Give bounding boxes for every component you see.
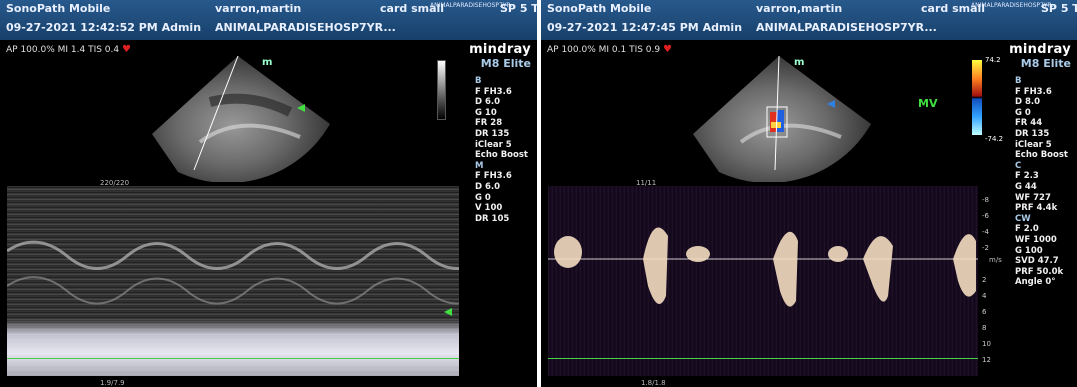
- velocity-scale-tick: -4: [982, 228, 989, 236]
- m-mode-frame-label: 220/220: [100, 179, 130, 187]
- parameter-line: F 2.3: [1015, 171, 1039, 182]
- parameter-line: SVD 47.7: [1015, 256, 1059, 267]
- parameter-line: G 44: [1015, 181, 1037, 192]
- exam-datetime: 09-27-2021 12:42:52 PM Admin: [6, 21, 202, 34]
- parameter-line: FR 44: [1015, 118, 1043, 129]
- acoustic-power: AP 100.0% MI 1.4 TIS 0.4 ♥: [6, 44, 131, 55]
- parameter-line: D 6.0: [475, 97, 501, 108]
- device-model: M8 Elite: [1020, 57, 1071, 70]
- brand-logo: mindray: [1009, 42, 1071, 57]
- preset-label: SP 5 TS: [500, 2, 537, 15]
- parameter-line: WF 727: [1015, 192, 1051, 203]
- cw-doppler-spectrum: [548, 186, 978, 376]
- velocity-scale-tick: 12: [982, 356, 991, 364]
- ap-text: AP 100.0% MI 0.1 TIS 0.9: [547, 45, 661, 55]
- doppler-frame-label: 11/11: [636, 179, 657, 187]
- depth-marker-icon: [444, 308, 452, 316]
- parameter-line: D 6.0: [475, 181, 501, 192]
- right-header-bar: SonoPath Mobile 09-27-2021 12:47:45 PM A…: [541, 0, 1077, 40]
- heart-icon: ♥: [663, 44, 672, 55]
- mode-marker: m: [262, 57, 273, 68]
- heart-icon: ♥: [122, 44, 131, 55]
- brand-block: mindray M8 Elite: [469, 42, 531, 70]
- hospital-name: ANIMALPARADISEHOSP7YR...: [756, 21, 937, 34]
- velocity-scale-tick: 4: [982, 292, 987, 300]
- focus-arrow-icon: [297, 104, 305, 112]
- parameter-line: D 8.0: [1015, 97, 1041, 108]
- probe-name: card small: [921, 2, 986, 15]
- app-title: SonoPath Mobile: [547, 2, 652, 15]
- velocity-scale-tick: -2: [982, 244, 989, 252]
- parameter-line: G 100: [1015, 245, 1043, 256]
- parameter-line: B: [1015, 76, 1022, 86]
- parameter-line: DR 135: [475, 128, 510, 139]
- mitral-valve-label: MV: [918, 97, 938, 110]
- parameter-line: iClear 5: [1015, 139, 1052, 150]
- focus-arrow-icon: [827, 100, 835, 108]
- mode-marker: m: [794, 57, 805, 68]
- grayscale-bar: [437, 60, 446, 120]
- parameter-line: Angle 0°: [1015, 277, 1056, 288]
- parameter-line: CW: [1015, 213, 1031, 224]
- doppler-baseline: [548, 358, 978, 359]
- color-scale-min: -74.2: [985, 135, 1004, 143]
- velocity-scale-tick: 8: [982, 324, 987, 332]
- b-mode-sector-image: [152, 55, 330, 182]
- color-scale-max: 74.2: [985, 56, 1001, 64]
- brand-block: mindray M8 Elite: [1009, 42, 1071, 70]
- parameter-line: G 10: [475, 107, 497, 118]
- parameter-line: G 0: [475, 192, 491, 203]
- parameter-line: WF 1000: [1015, 234, 1057, 245]
- probe-name: card small: [380, 2, 445, 15]
- exam-datetime: 09-27-2021 12:47:45 PM Admin: [547, 21, 743, 34]
- sweep-speed-label: 1.8/1.8: [641, 379, 666, 387]
- preset-label: SP 5 TS: [1041, 2, 1077, 15]
- velocity-scale-tick: 10: [982, 340, 991, 348]
- device-model: M8 Elite: [480, 57, 531, 70]
- parameter-line: Echo Boost: [1015, 150, 1068, 161]
- parameter-line: B: [475, 76, 482, 86]
- parameter-line: DR 105: [475, 213, 510, 224]
- parameter-line: F FH3.6: [475, 86, 512, 97]
- parameter-line: G 0: [1015, 107, 1031, 118]
- parameter-line: V 100: [475, 203, 503, 214]
- hospital-tiny: ANIMALPARADISEHOSP7YR...: [971, 2, 1058, 9]
- velocity-scale-tick: -8: [982, 196, 989, 204]
- m-mode-baseline: [7, 358, 459, 359]
- parameter-line: C: [1015, 160, 1022, 171]
- parameter-line: PRF 4.4k: [1015, 203, 1058, 214]
- parameter-line: PRF 50.0k: [1015, 266, 1064, 277]
- parameter-line: iClear 5: [475, 139, 512, 150]
- patient-name: varron,martin: [215, 2, 302, 15]
- left-header-bar: SonoPath Mobile 09-27-2021 12:42:52 PM A…: [0, 0, 537, 40]
- hospital-name: ANIMALPARADISEHOSP7YR...: [215, 21, 396, 34]
- velocity-scale-tick: -6: [982, 212, 989, 220]
- ap-text: AP 100.0% MI 1.4 TIS 0.4: [6, 45, 120, 55]
- parameter-line: F FH3.6: [475, 171, 512, 182]
- velocity-scale-tick: 6: [982, 308, 987, 316]
- velocity-scale-tick: 2: [982, 276, 987, 284]
- color-doppler-sector-image: [693, 55, 871, 182]
- parameter-line: M: [475, 160, 484, 171]
- app-title: SonoPath Mobile: [6, 2, 111, 15]
- parameter-line: FR 28: [475, 118, 503, 129]
- parameter-line: F FH3.6: [1015, 86, 1052, 97]
- patient-name: varron,martin: [756, 2, 843, 15]
- acoustic-power: AP 100.0% MI 0.1 TIS 0.9 ♥: [547, 44, 672, 55]
- m-mode-trace: [7, 186, 459, 376]
- velocity-unit: m/s: [989, 256, 1002, 264]
- parameter-line: DR 135: [1015, 128, 1050, 139]
- left-ultrasound-panel: SonoPath Mobile 09-27-2021 12:42:52 PM A…: [0, 0, 537, 387]
- hospital-tiny: ANIMALPARADISEHOSP7YR...: [430, 2, 517, 9]
- sweep-speed-label: 1.9/7.9: [100, 379, 125, 387]
- parameter-line: Echo Boost: [475, 150, 528, 161]
- brand-logo: mindray: [469, 42, 531, 57]
- velocity-color-bar: [972, 60, 982, 135]
- parameter-line: F 2.0: [1015, 224, 1039, 235]
